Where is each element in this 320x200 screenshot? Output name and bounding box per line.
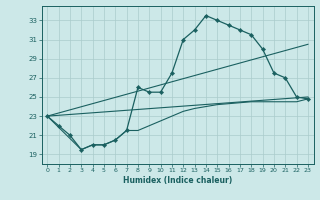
X-axis label: Humidex (Indice chaleur): Humidex (Indice chaleur)	[123, 176, 232, 185]
